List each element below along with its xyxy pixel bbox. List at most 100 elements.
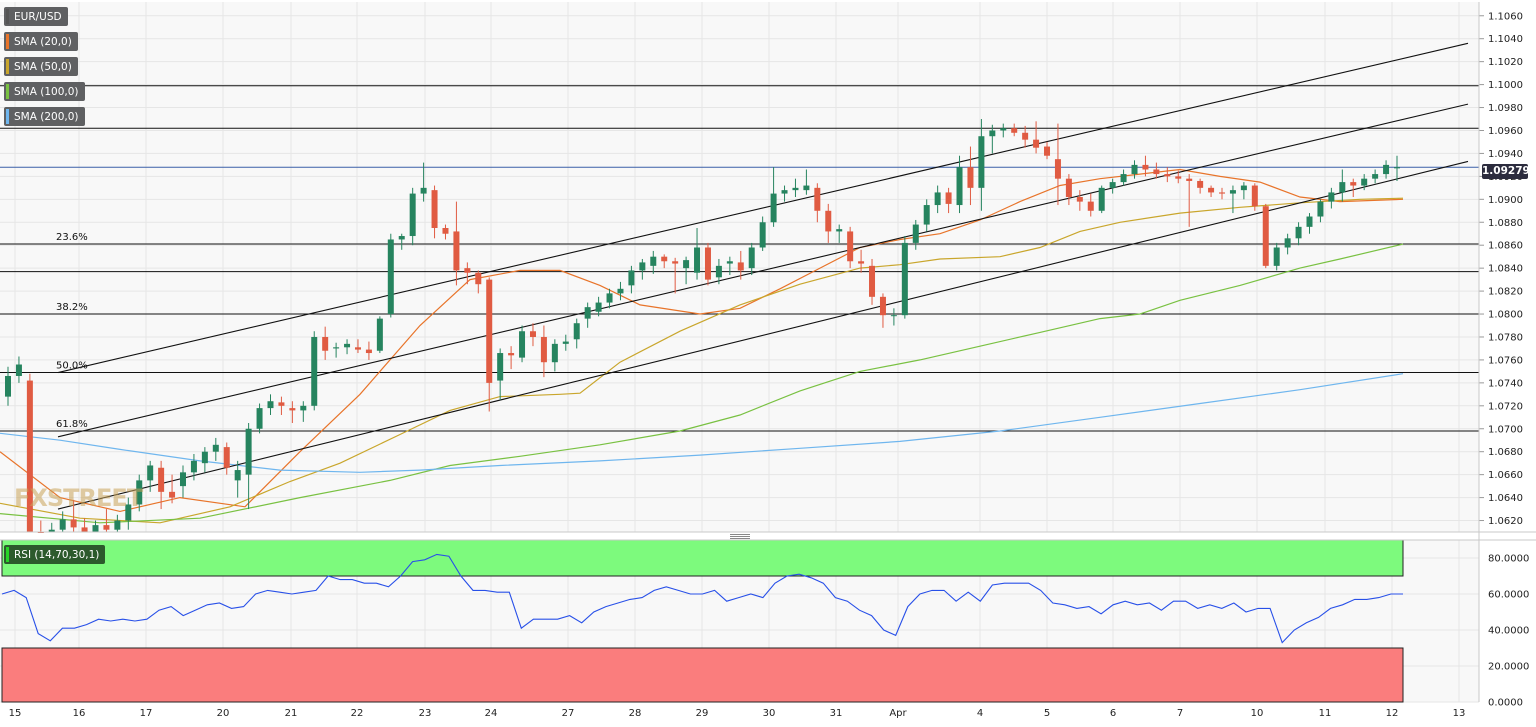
candle-body xyxy=(420,187,427,194)
candle xyxy=(201,447,208,473)
candle-body xyxy=(1044,146,1051,156)
candle xyxy=(1186,174,1193,227)
candle-body xyxy=(59,519,66,530)
y-tick-label: 1.0700 xyxy=(1488,424,1523,435)
candle xyxy=(683,256,690,285)
candle xyxy=(934,185,941,214)
trend-line xyxy=(57,42,1469,374)
y-tick-label: 1.0880 xyxy=(1488,218,1523,229)
y-tick-label: 1.1060 xyxy=(1488,11,1523,22)
candle-body xyxy=(409,193,416,237)
current-price-tag: 1.09279 xyxy=(1482,164,1530,179)
candle xyxy=(770,167,777,227)
candle xyxy=(1208,185,1215,198)
candle-body xyxy=(442,227,449,234)
x-tick-label: 15 xyxy=(9,708,22,719)
candle-body xyxy=(814,187,821,211)
trend-line xyxy=(57,160,1469,510)
fib-label: 23.6% xyxy=(56,232,88,243)
candle xyxy=(1383,160,1390,179)
candle xyxy=(475,270,482,294)
rsi-zones xyxy=(1,539,1404,703)
legend-label: EUR/USD xyxy=(14,10,62,23)
candle-body xyxy=(529,331,536,337)
candle xyxy=(715,258,722,285)
x-tick-label: 28 xyxy=(629,708,642,719)
candle xyxy=(1109,178,1116,194)
candle xyxy=(59,511,66,532)
legend-item[interactable]: SMA (50,0) xyxy=(4,57,78,76)
candle xyxy=(289,401,296,424)
legend-item[interactable]: SMA (20,0) xyxy=(4,32,78,51)
candle xyxy=(15,356,22,383)
candle xyxy=(431,185,438,239)
candle xyxy=(354,339,361,354)
y-tick-label: 1.0900 xyxy=(1488,195,1523,206)
candle-body xyxy=(1394,167,1400,169)
candle-body xyxy=(322,336,329,351)
candle-body xyxy=(278,402,285,406)
y-tick-label: 1.1020 xyxy=(1488,57,1523,68)
fxstreet-watermark: FXSTREET xyxy=(14,484,143,512)
rsi-legend-label: RSI (14,70,30,1) xyxy=(14,548,100,561)
candle xyxy=(551,339,558,372)
legend-label: SMA (100,0) xyxy=(14,85,79,98)
candle-body xyxy=(661,256,668,262)
candle xyxy=(1131,160,1138,179)
y-tick-label: 1.1040 xyxy=(1488,34,1523,45)
candle xyxy=(1153,162,1160,179)
y-tick-label: 1.0640 xyxy=(1488,493,1523,504)
rsi-legend[interactable]: RSI (14,70,30,1) xyxy=(4,545,106,564)
legend-item[interactable]: SMA (100,0) xyxy=(4,82,85,101)
y-tick-label: 1.0980 xyxy=(1488,103,1523,114)
candle-body xyxy=(737,262,744,271)
candle-body xyxy=(158,467,165,492)
candle xyxy=(1306,213,1313,234)
candle-body xyxy=(595,302,602,312)
candle-body xyxy=(639,262,646,271)
candle-body xyxy=(354,347,361,350)
candle xyxy=(464,262,471,285)
candle-body xyxy=(1065,178,1072,198)
legend-item[interactable]: SMA (200,0) xyxy=(4,107,85,126)
candle xyxy=(1339,169,1346,202)
rsi-tick-label: 60.0000 xyxy=(1488,590,1529,601)
pane-splitter-handle[interactable] xyxy=(730,534,750,539)
y-tick-label: 1.0840 xyxy=(1488,264,1523,275)
y-tick-label: 1.0800 xyxy=(1488,310,1523,321)
y-tick-label: 1.0960 xyxy=(1488,126,1523,137)
candle-body xyxy=(606,293,613,303)
candle xyxy=(26,373,33,532)
candle xyxy=(661,254,668,269)
candle xyxy=(814,183,821,223)
x-tick-label: 12 xyxy=(1386,708,1399,719)
candle-body xyxy=(1284,238,1291,248)
candle-body xyxy=(1219,192,1226,194)
candle-body xyxy=(869,265,876,297)
candle-body xyxy=(1328,192,1335,202)
rsi-overbought-zone xyxy=(1,539,1404,577)
candle-body xyxy=(901,242,908,316)
candle-body xyxy=(431,190,438,228)
candle xyxy=(967,146,974,206)
candle-body xyxy=(1142,164,1149,170)
candle xyxy=(376,316,383,354)
candle-body xyxy=(201,451,208,464)
candle-body xyxy=(103,525,110,530)
candle-body xyxy=(628,270,635,286)
x-tick-label: 7 xyxy=(1177,708,1183,719)
x-tick-label: 30 xyxy=(763,708,776,719)
x-tick-label: 13 xyxy=(1453,708,1466,719)
candle-body xyxy=(1372,174,1379,179)
candle-body xyxy=(475,272,482,285)
candle xyxy=(1054,123,1061,206)
candle xyxy=(1120,169,1127,186)
candle-body xyxy=(223,447,230,468)
candle xyxy=(1262,203,1269,269)
candle-body xyxy=(1109,182,1116,188)
x-tick-label: 20 xyxy=(217,708,230,719)
legend-item[interactable]: EUR/USD xyxy=(4,7,68,26)
candle-body xyxy=(1208,187,1215,193)
candle xyxy=(387,233,394,318)
